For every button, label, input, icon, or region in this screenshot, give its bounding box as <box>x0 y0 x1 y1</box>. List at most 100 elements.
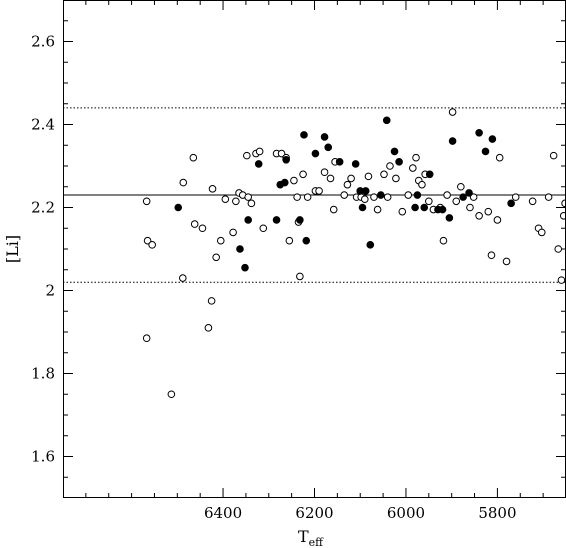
data-point-filled <box>302 236 311 245</box>
data-point-filled <box>254 160 263 168</box>
data-point-filled <box>280 178 289 187</box>
x-tick-label: 5800 <box>478 504 516 522</box>
x-tick-label: 6000 <box>387 504 425 522</box>
data-point-open <box>216 236 225 245</box>
data-point-filled <box>425 170 434 179</box>
data-point-open <box>293 193 301 201</box>
data-point-open <box>418 180 426 189</box>
data-point-open <box>392 174 400 183</box>
data-point-filled <box>311 149 320 158</box>
data-point-filled <box>459 193 467 201</box>
data-point-open <box>386 162 394 170</box>
data-point-filled <box>438 205 447 214</box>
data-point-open <box>452 197 461 206</box>
data-point-open <box>409 164 417 172</box>
data-point-filled <box>445 214 454 222</box>
data-point-open <box>142 334 151 343</box>
data-point-open <box>511 193 520 201</box>
data-point-open <box>326 174 335 183</box>
data-point-open <box>179 274 187 282</box>
y-tick-label: 1.8 <box>31 365 55 383</box>
data-point-open <box>484 207 493 216</box>
data-point-open <box>208 185 217 193</box>
data-point-open <box>229 228 237 237</box>
data-point-open <box>143 236 152 245</box>
y-tick-label: 2.2 <box>31 199 55 217</box>
data-point-open <box>290 176 298 185</box>
data-point-open <box>443 191 451 199</box>
y-tick-labels: 1.6 1.8 2 2.2 2.4 2.6 <box>31 33 55 466</box>
data-point-open <box>329 205 338 214</box>
data-point-open <box>425 197 433 206</box>
data-point-open <box>528 197 537 206</box>
data-point-filled <box>507 199 515 208</box>
data-point-open <box>487 251 496 260</box>
data-point-open <box>475 212 483 220</box>
data-point-filled <box>361 187 370 195</box>
data-point-filled <box>382 116 391 125</box>
axis-ticks <box>63 0 566 498</box>
data-point-open <box>189 153 198 162</box>
data-point-open <box>198 224 207 233</box>
data-point-filled <box>413 191 422 199</box>
data-point-filled <box>358 203 367 212</box>
data-point-open <box>221 195 230 203</box>
data-point-filled <box>320 133 329 141</box>
data-point-open <box>243 151 251 160</box>
data-point-open <box>207 297 216 305</box>
y-tick-label: 2 <box>45 282 55 300</box>
data-point-open <box>469 193 478 201</box>
data-point-open <box>466 203 474 212</box>
data-point-filled <box>420 203 429 212</box>
data-point-open <box>559 212 566 220</box>
data-point-open <box>340 191 349 199</box>
data-point-open <box>557 276 566 284</box>
data-point-open <box>299 170 307 179</box>
data-point-open <box>179 178 188 187</box>
data-point-open <box>380 170 388 179</box>
data-point-filled <box>236 245 244 253</box>
data-point-open <box>383 193 392 201</box>
data-point-open <box>315 187 323 195</box>
data-point-open <box>212 253 220 262</box>
data-point-filled <box>174 203 183 212</box>
data-point-filled <box>465 189 473 197</box>
data-point-open <box>190 220 199 228</box>
data-point-open <box>364 172 373 181</box>
x-tick-label: 6400 <box>204 504 242 522</box>
x-axis-title-subscript: eff <box>309 536 325 548</box>
data-point-open <box>544 193 553 201</box>
data-point-open <box>303 193 312 201</box>
data-point-open <box>404 191 413 199</box>
data-point-open <box>320 168 329 177</box>
y-tick-label: 2.4 <box>31 116 55 134</box>
data-point-filled <box>335 158 344 166</box>
data-point-open <box>448 108 457 116</box>
data-point-open <box>537 228 546 237</box>
data-point-filled <box>411 203 419 212</box>
data-point-open <box>347 174 355 183</box>
data-point-open <box>343 180 352 189</box>
data-point-open <box>247 199 256 208</box>
data-point-filled <box>448 137 457 145</box>
data-point-open <box>412 153 420 162</box>
reference-lines <box>63 107 566 283</box>
x-axis-title-main: T <box>298 527 309 546</box>
data-point-open <box>502 257 511 266</box>
data-point-open <box>439 236 448 245</box>
data-point-filled <box>395 158 403 166</box>
data-point-open <box>255 147 264 156</box>
x-tick-label: 6200 <box>295 504 333 522</box>
data-point-filled <box>300 131 308 139</box>
data-point-open <box>457 182 465 191</box>
data-point-open <box>296 272 304 281</box>
data-point-open <box>148 241 156 249</box>
data-point-filled <box>272 216 281 224</box>
data-point-filled <box>475 129 483 137</box>
data-point-filled <box>296 216 304 224</box>
data-point-open <box>495 153 504 162</box>
data-point-open <box>398 207 407 216</box>
data-point-open <box>259 224 268 233</box>
data-point-filled <box>351 160 360 168</box>
